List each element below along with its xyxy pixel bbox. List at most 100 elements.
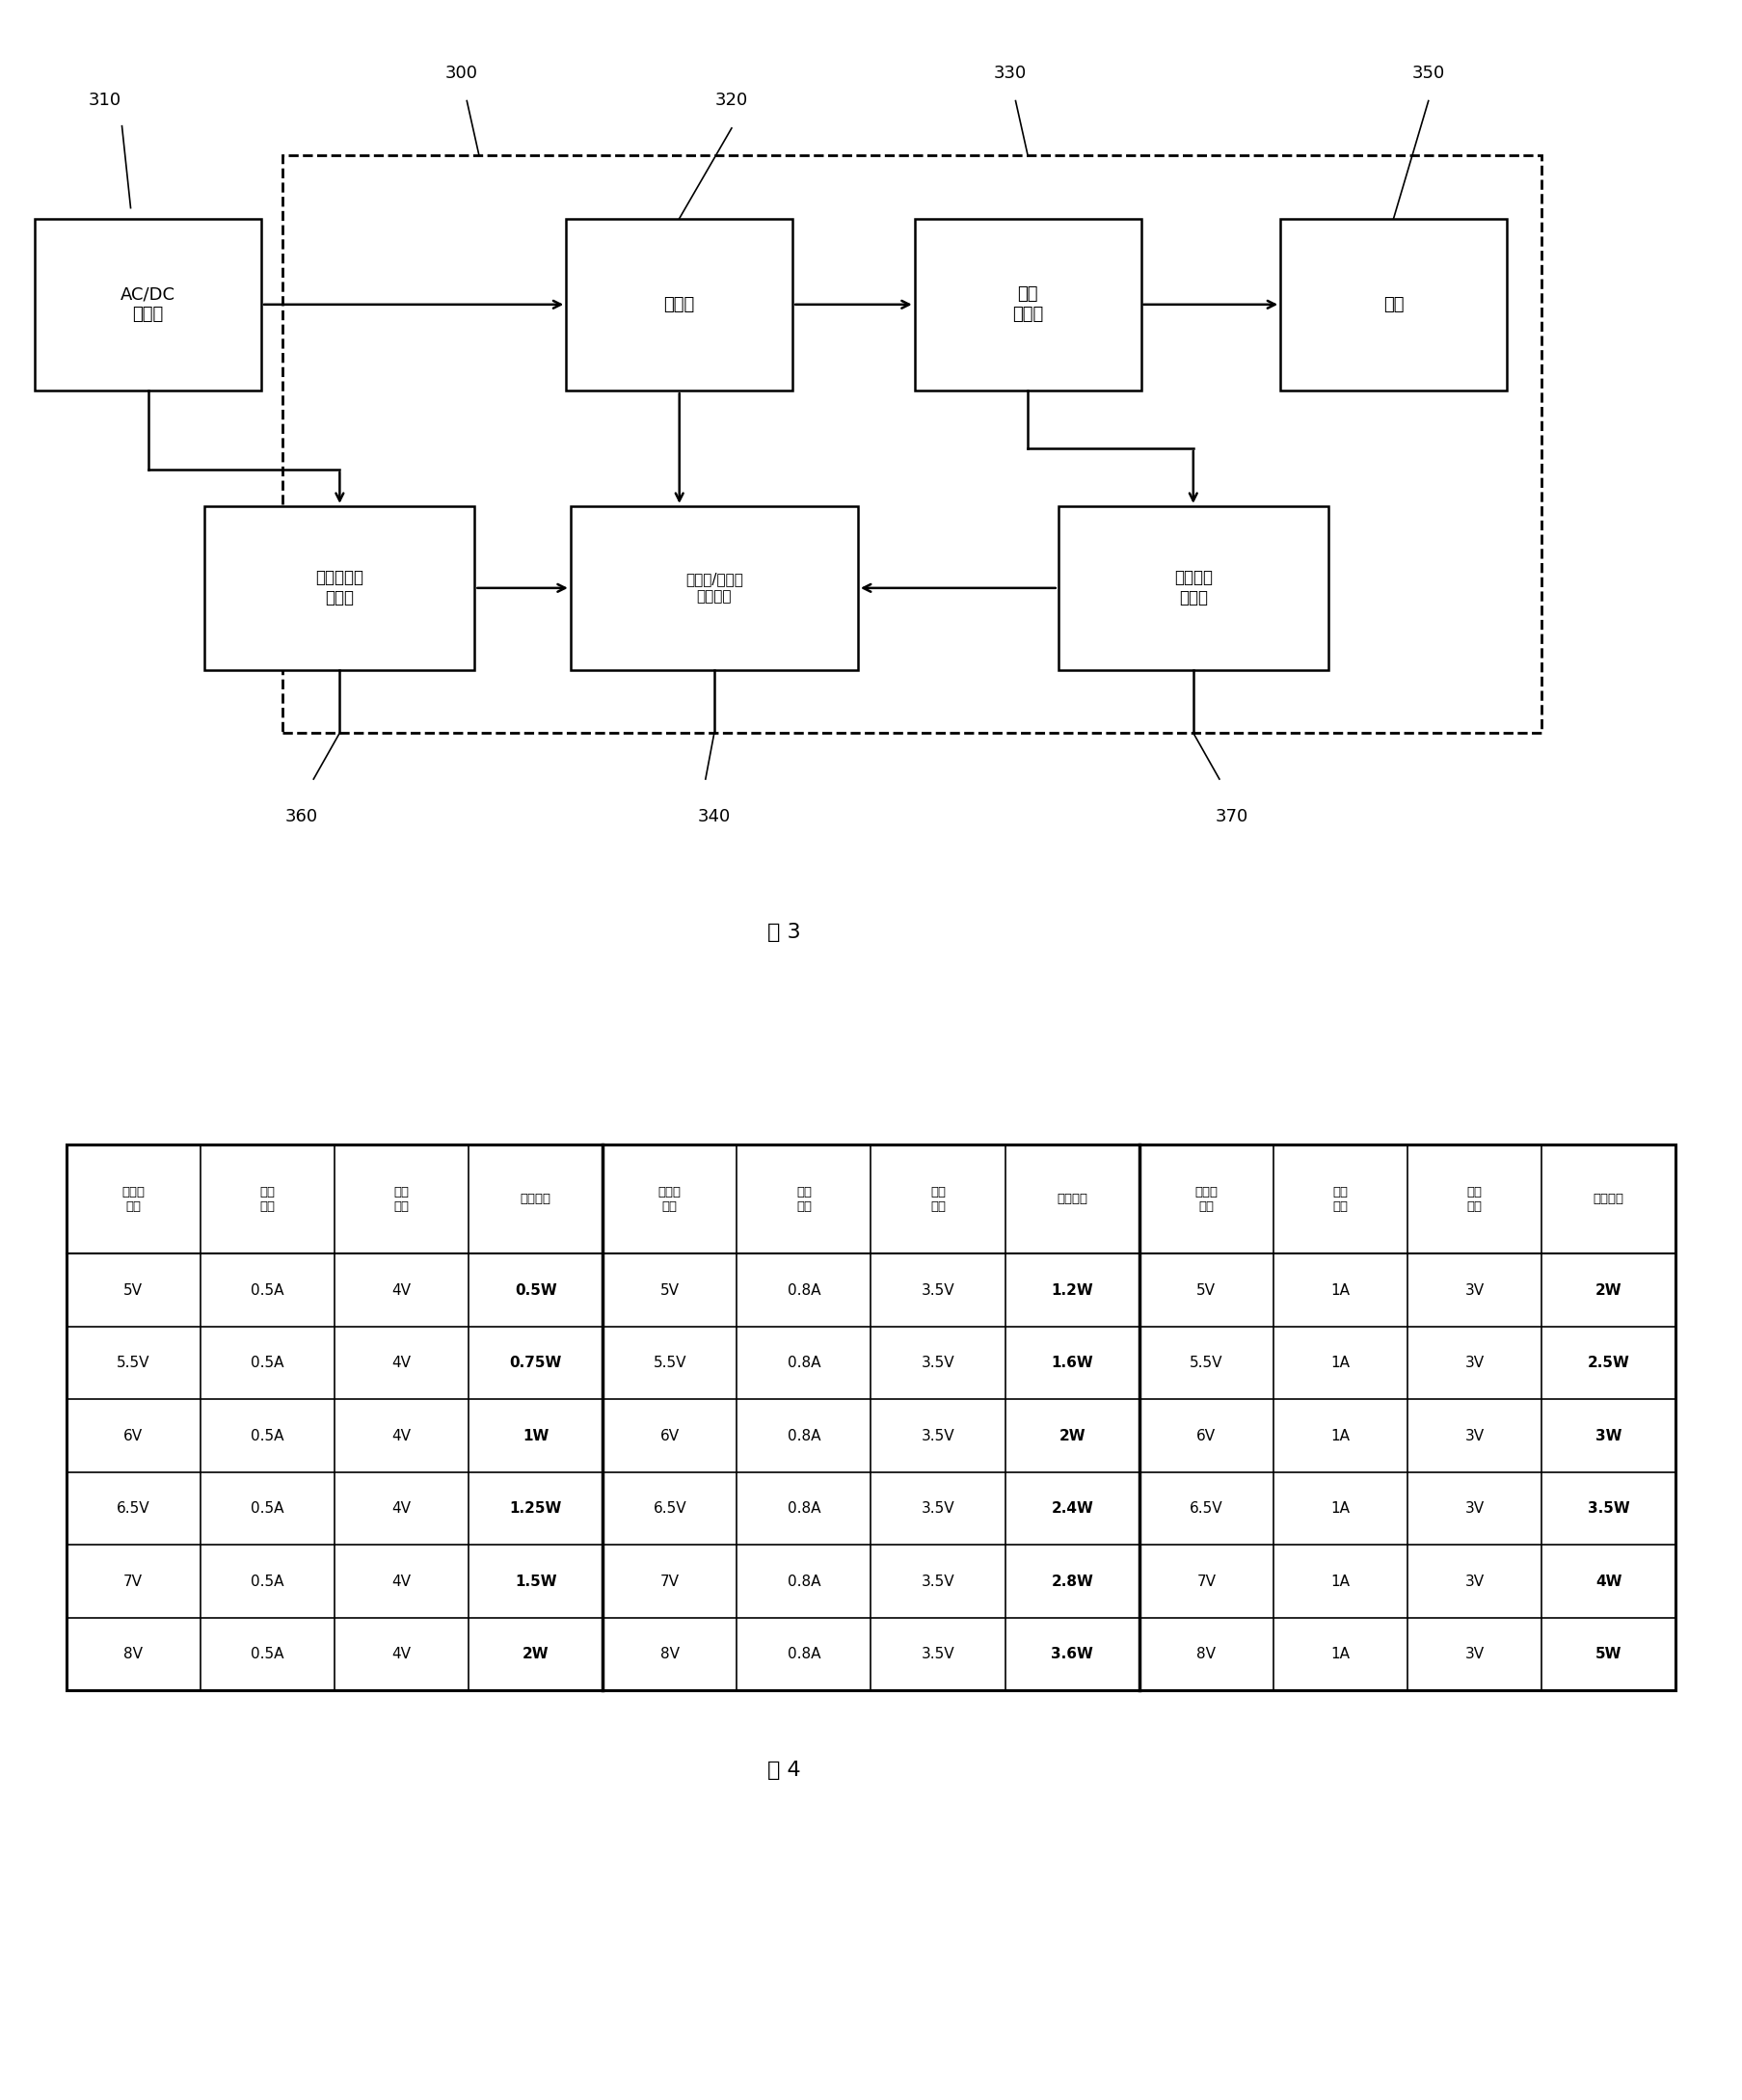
Text: 充电
电流: 充电 电流 xyxy=(1333,1186,1348,1212)
Text: 3W: 3W xyxy=(1596,1428,1622,1443)
Text: 3V: 3V xyxy=(1465,1575,1484,1588)
Text: 3.6W: 3.6W xyxy=(1050,1646,1094,1661)
Bar xyxy=(570,506,857,670)
Bar xyxy=(566,218,793,391)
Bar xyxy=(915,218,1141,391)
Text: 电池
电压: 电池 电压 xyxy=(1467,1186,1482,1212)
Text: 0.5W: 0.5W xyxy=(514,1283,557,1298)
Text: 4W: 4W xyxy=(1596,1575,1622,1588)
Text: 4V: 4V xyxy=(392,1428,411,1443)
Text: 3.5V: 3.5V xyxy=(922,1357,955,1369)
Text: 1A: 1A xyxy=(1331,1646,1350,1661)
Text: 适配器
电压: 适配器 电压 xyxy=(122,1186,145,1212)
Text: 0.8A: 0.8A xyxy=(787,1428,820,1443)
Text: 适配器电压
检测部: 适配器电压 检测部 xyxy=(315,569,364,607)
Text: 4V: 4V xyxy=(392,1357,411,1369)
Text: 300: 300 xyxy=(446,65,477,82)
Text: 1.2W: 1.2W xyxy=(1050,1283,1094,1298)
Bar xyxy=(66,1144,1676,1690)
Text: 适配器
电压: 适配器 电压 xyxy=(1195,1186,1218,1212)
Text: 8V: 8V xyxy=(124,1646,143,1661)
Text: 6.5V: 6.5V xyxy=(1190,1502,1223,1516)
Text: 1W: 1W xyxy=(523,1428,549,1443)
Text: 350: 350 xyxy=(1413,65,1444,82)
Text: 晶体管: 晶体管 xyxy=(664,296,695,313)
Text: 0.8A: 0.8A xyxy=(787,1502,820,1516)
Text: 3.5V: 3.5V xyxy=(922,1283,955,1298)
Text: 电池
电压: 电池 电压 xyxy=(394,1186,409,1212)
Text: 8V: 8V xyxy=(660,1646,679,1661)
Text: 3V: 3V xyxy=(1465,1646,1484,1661)
Text: 0.5A: 0.5A xyxy=(251,1575,284,1588)
Text: 2.8W: 2.8W xyxy=(1050,1575,1094,1588)
Text: 0.8A: 0.8A xyxy=(787,1357,820,1369)
Text: 3.5V: 3.5V xyxy=(922,1575,955,1588)
Bar xyxy=(1280,218,1507,391)
Text: 5V: 5V xyxy=(1197,1283,1216,1298)
Text: 8V: 8V xyxy=(1197,1646,1216,1661)
Text: 7V: 7V xyxy=(124,1575,143,1588)
Text: 6V: 6V xyxy=(124,1428,143,1443)
Text: 1A: 1A xyxy=(1331,1502,1350,1516)
Text: 320: 320 xyxy=(716,92,747,109)
Text: 1A: 1A xyxy=(1331,1357,1350,1369)
Text: 2W: 2W xyxy=(1059,1428,1085,1443)
Text: 1A: 1A xyxy=(1331,1428,1350,1443)
Text: 3.5V: 3.5V xyxy=(922,1646,955,1661)
Text: 图 4: 图 4 xyxy=(766,1760,801,1781)
Text: 1A: 1A xyxy=(1331,1283,1350,1298)
Text: 5V: 5V xyxy=(124,1283,143,1298)
Text: 0.8A: 0.8A xyxy=(787,1646,820,1661)
Text: 5V: 5V xyxy=(660,1283,679,1298)
Text: 0.8A: 0.8A xyxy=(787,1575,820,1588)
Text: 功率损耗: 功率损耗 xyxy=(1057,1193,1087,1205)
Text: 0.8A: 0.8A xyxy=(787,1283,820,1298)
Text: 3.5V: 3.5V xyxy=(922,1502,955,1516)
Text: 2W: 2W xyxy=(1596,1283,1622,1298)
Text: 0.5A: 0.5A xyxy=(251,1428,284,1443)
Bar xyxy=(206,506,474,670)
Text: 3.5V: 3.5V xyxy=(922,1428,955,1443)
Text: 370: 370 xyxy=(1216,808,1247,825)
Text: 3V: 3V xyxy=(1465,1357,1484,1369)
Text: 360: 360 xyxy=(286,808,317,825)
Text: 测流
电阻器: 测流 电阻器 xyxy=(1012,286,1043,323)
Text: 定电压/定电流
控制电路: 定电压/定电流 控制电路 xyxy=(685,573,744,603)
Text: 电池电压
检测部: 电池电压 检测部 xyxy=(1174,569,1212,607)
Text: 0.75W: 0.75W xyxy=(509,1357,563,1369)
Bar xyxy=(1059,506,1327,670)
Text: 电池
电压: 电池 电压 xyxy=(930,1186,946,1212)
Text: 4V: 4V xyxy=(392,1575,411,1588)
Text: 5.5V: 5.5V xyxy=(653,1357,686,1369)
Text: 2.5W: 2.5W xyxy=(1587,1357,1631,1369)
Text: 4V: 4V xyxy=(392,1502,411,1516)
Text: 5.5V: 5.5V xyxy=(117,1357,150,1369)
Text: 2.4W: 2.4W xyxy=(1050,1502,1094,1516)
Text: 功率损耗: 功率损耗 xyxy=(1594,1193,1624,1205)
Text: 1.5W: 1.5W xyxy=(514,1575,557,1588)
Text: 310: 310 xyxy=(89,92,120,109)
Text: 6.5V: 6.5V xyxy=(117,1502,150,1516)
Text: 2W: 2W xyxy=(523,1646,549,1661)
Text: 7V: 7V xyxy=(660,1575,679,1588)
Text: 适配器
电压: 适配器 电压 xyxy=(658,1186,681,1212)
Text: 3V: 3V xyxy=(1465,1502,1484,1516)
Text: 0.5A: 0.5A xyxy=(251,1357,284,1369)
Text: 1.6W: 1.6W xyxy=(1050,1357,1094,1369)
Text: 0.5A: 0.5A xyxy=(251,1646,284,1661)
Text: 0.5A: 0.5A xyxy=(251,1502,284,1516)
Bar xyxy=(282,155,1542,733)
Text: 4V: 4V xyxy=(392,1646,411,1661)
Text: 电池: 电池 xyxy=(1383,296,1404,313)
Text: 图 3: 图 3 xyxy=(766,922,801,943)
Text: 340: 340 xyxy=(699,808,730,825)
Text: 0.5A: 0.5A xyxy=(251,1283,284,1298)
Text: 5W: 5W xyxy=(1596,1646,1622,1661)
Text: 4V: 4V xyxy=(392,1283,411,1298)
Text: 330: 330 xyxy=(995,65,1026,82)
Bar xyxy=(35,218,261,391)
Text: 充电
电流: 充电 电流 xyxy=(260,1186,275,1212)
Text: 5.5V: 5.5V xyxy=(1190,1357,1223,1369)
Text: 功率损耗: 功率损耗 xyxy=(521,1193,550,1205)
Text: 7V: 7V xyxy=(1197,1575,1216,1588)
